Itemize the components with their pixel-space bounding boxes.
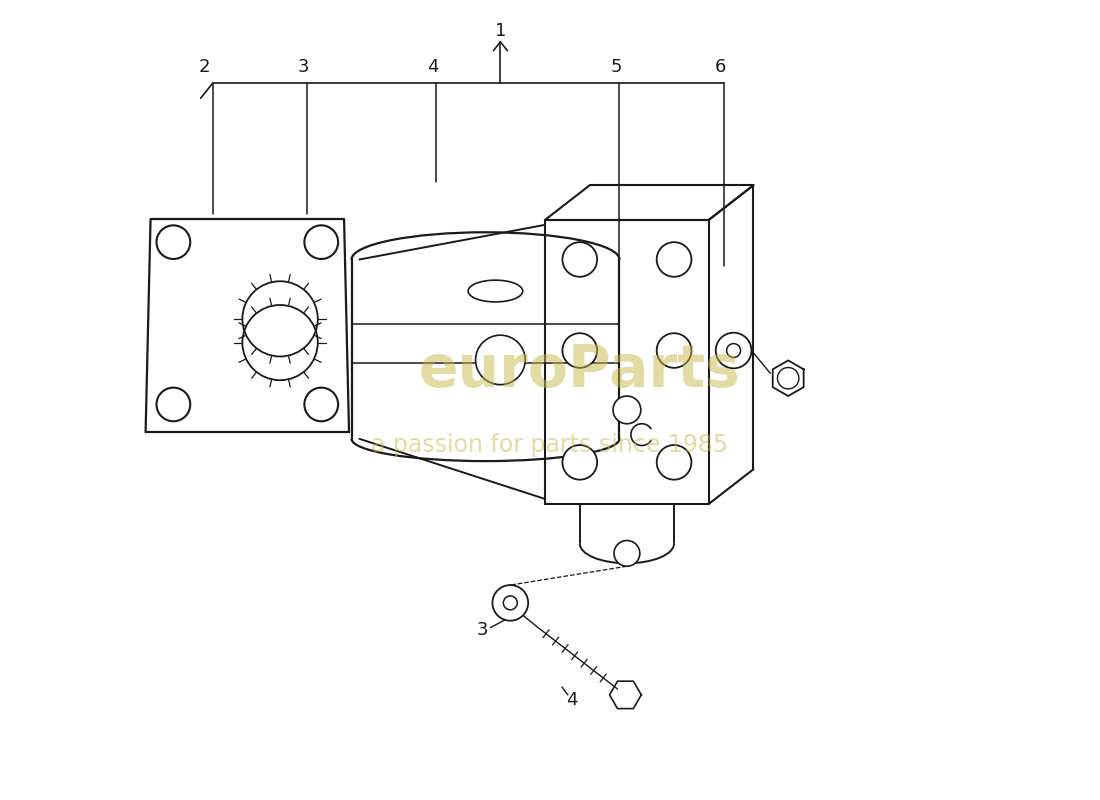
Circle shape [493, 585, 528, 621]
Circle shape [156, 388, 190, 422]
Circle shape [562, 445, 597, 480]
Text: a passion for parts since 1985: a passion for parts since 1985 [372, 433, 728, 457]
Circle shape [475, 335, 525, 385]
Ellipse shape [469, 280, 522, 302]
Text: 3: 3 [298, 58, 309, 77]
Circle shape [716, 333, 751, 368]
Text: 5: 5 [610, 58, 623, 77]
Circle shape [504, 596, 517, 610]
Circle shape [156, 226, 190, 259]
Circle shape [778, 367, 799, 389]
Text: 1: 1 [495, 22, 506, 40]
Text: 2: 2 [199, 58, 210, 77]
Text: 6: 6 [715, 58, 726, 77]
Circle shape [562, 242, 597, 277]
Text: euroParts: euroParts [419, 342, 740, 399]
Circle shape [562, 334, 597, 368]
Circle shape [305, 226, 338, 259]
Circle shape [305, 388, 338, 422]
Text: 4: 4 [566, 690, 578, 709]
Text: 3: 3 [476, 622, 488, 639]
Circle shape [657, 242, 692, 277]
Text: 4: 4 [427, 58, 439, 77]
Circle shape [614, 541, 640, 566]
Circle shape [613, 396, 641, 424]
Circle shape [727, 343, 740, 358]
Circle shape [657, 445, 692, 480]
Circle shape [657, 334, 692, 368]
